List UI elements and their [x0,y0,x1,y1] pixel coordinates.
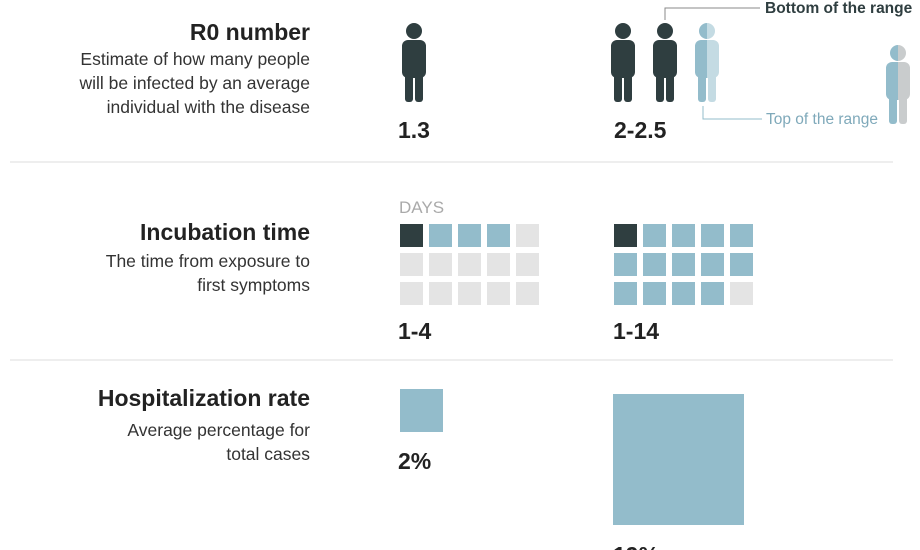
day-square [701,253,724,276]
day-square [672,282,695,305]
day-square [400,253,423,276]
day-square [516,253,539,276]
row-description: first symptoms [197,275,310,295]
day-square [458,282,481,305]
day-square [701,282,724,305]
row-title: Hospitalization rate [98,385,310,411]
day-square [672,253,695,276]
day-square [487,282,510,305]
day-square [643,224,666,247]
day-square [429,224,452,247]
day-square [701,224,724,247]
day-square [643,282,666,305]
row-description: individual with the disease [107,97,310,117]
day-square [730,224,753,247]
value-label: 2% [398,448,431,474]
rate-square [400,389,443,432]
day-grids [400,224,753,305]
day-square [516,224,539,247]
annotation-line [664,7,760,20]
value-label: 1-4 [398,318,431,344]
day-square [458,224,481,247]
row-title: Incubation time [140,219,310,245]
person-icons [402,23,719,102]
day-square [487,224,510,247]
day-square [516,282,539,305]
annotation: Bottom of the range [765,0,913,17]
day-square [458,253,481,276]
day-square [643,253,666,276]
day-square [400,224,423,247]
rate-square [613,394,744,525]
annotation-line [702,106,762,120]
day-square [614,224,637,247]
day-square [730,253,753,276]
value-label: 1.3 [398,117,430,143]
day-square [429,253,452,276]
day-square [400,282,423,305]
annotation: Top of the range [766,111,878,128]
value-label: 1-14 [613,318,659,344]
day-square [487,253,510,276]
value-label: 2-2.5 [614,117,667,143]
row-description: The time from exposure to [106,251,310,271]
row-title: R0 number [190,19,310,45]
day-square [429,282,452,305]
unit-label: DAYS [399,198,444,217]
day-square [730,282,753,305]
row-description: total cases [226,444,310,464]
row-description: Estimate of how many people [80,49,310,69]
row-description: Average percentage for [127,420,310,440]
day-square [614,253,637,276]
row-description: will be infected by an average [78,73,310,93]
value-label: 19% [613,542,659,550]
day-square [672,224,695,247]
day-square [614,282,637,305]
